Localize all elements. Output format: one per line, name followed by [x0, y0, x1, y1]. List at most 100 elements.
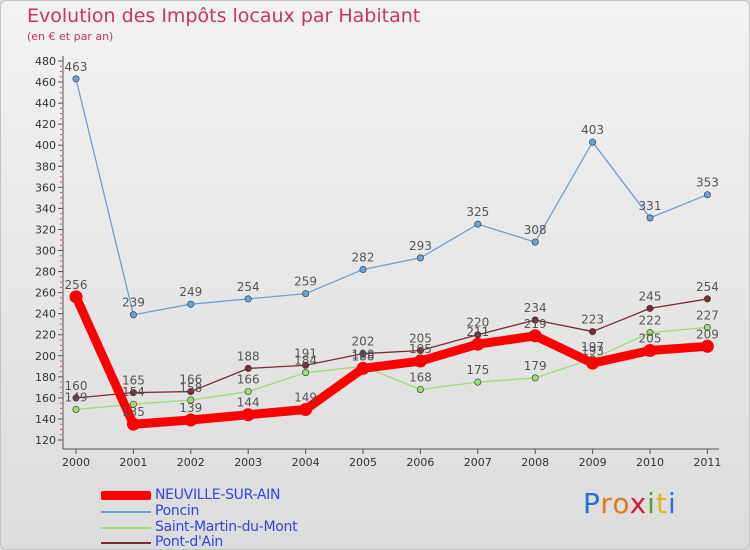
y-tick-label: 240 — [35, 308, 56, 321]
data-point-poncin[interactable] — [244, 295, 252, 303]
data-label-neuville: 256 — [65, 278, 88, 292]
data-point-saint-martin[interactable] — [244, 388, 252, 396]
data-point-neuville[interactable] — [586, 356, 600, 370]
data-point-neuville[interactable] — [643, 344, 657, 358]
data-point-neuville[interactable] — [126, 417, 140, 431]
x-tick-label: 2007 — [464, 456, 492, 469]
data-label-neuville: 219 — [524, 317, 547, 331]
data-point-saint-martin[interactable] — [302, 369, 310, 377]
data-label-saint-martin: 175 — [466, 363, 489, 377]
data-label-poncin: 254 — [237, 280, 260, 294]
data-label-neuville: 195 — [409, 342, 432, 356]
data-point-saint-martin[interactable] — [531, 374, 539, 382]
y-tick-label: 320 — [35, 223, 56, 236]
data-point-pont-d-ain[interactable] — [646, 304, 654, 312]
data-label-poncin: 331 — [639, 199, 662, 213]
y-tick-label: 300 — [35, 245, 56, 258]
data-point-pont-d-ain[interactable] — [244, 364, 252, 372]
data-label-saint-martin: 222 — [639, 314, 662, 328]
data-point-poncin[interactable] — [187, 300, 195, 308]
data-point-saint-martin[interactable] — [646, 329, 654, 337]
data-point-pont-d-ain[interactable] — [416, 347, 424, 355]
data-point-neuville[interactable] — [528, 329, 542, 343]
data-point-pont-d-ain[interactable] — [187, 388, 195, 396]
data-point-pont-d-ain[interactable] — [703, 295, 711, 303]
data-point-saint-martin[interactable] — [129, 400, 137, 408]
data-point-poncin[interactable] — [302, 290, 310, 298]
y-tick-label: 260 — [35, 287, 56, 300]
legend-swatch-poncin — [101, 511, 151, 513]
data-point-poncin[interactable] — [359, 265, 367, 273]
y-tick-label: 380 — [35, 160, 56, 173]
x-tick-label: 2011 — [693, 456, 721, 469]
series-line-neuville — [71, 292, 712, 429]
data-point-poncin[interactable] — [129, 311, 137, 319]
data-label-neuville: 209 — [696, 327, 719, 341]
legend-label-saint-martin: Saint-Martin-du-Mont — [155, 519, 298, 535]
data-point-poncin[interactable] — [416, 254, 424, 262]
data-point-neuville[interactable] — [69, 290, 83, 304]
data-point-pont-d-ain[interactable] — [72, 394, 80, 402]
x-tick-label: 2006 — [406, 456, 434, 469]
data-label-neuville: 139 — [179, 401, 202, 415]
data-point-neuville[interactable] — [471, 337, 485, 351]
data-point-neuville[interactable] — [241, 408, 255, 422]
data-label-poncin: 463 — [65, 60, 88, 74]
data-point-neuville[interactable] — [413, 354, 427, 368]
x-tick-label: 2004 — [292, 456, 320, 469]
data-point-saint-martin[interactable] — [72, 405, 80, 413]
x-tick-label: 2000 — [62, 456, 90, 469]
data-label-saint-martin: 166 — [237, 373, 260, 387]
data-label-neuville: 193 — [581, 344, 604, 358]
data-point-neuville[interactable] — [299, 402, 313, 416]
series-layer — [69, 75, 714, 431]
y-tick-label: 280 — [35, 266, 56, 279]
data-label-pont-d-ain: 254 — [696, 280, 719, 294]
x-tick-label: 2002 — [177, 456, 205, 469]
data-point-neuville[interactable] — [356, 361, 370, 375]
logo-letter: t — [655, 487, 668, 520]
data-label-saint-martin: 227 — [696, 308, 719, 322]
data-label-pont-d-ain: 220 — [466, 316, 489, 330]
data-point-pont-d-ain[interactable] — [129, 389, 137, 397]
data-point-neuville[interactable] — [700, 339, 714, 353]
data-point-pont-d-ain[interactable] — [359, 350, 367, 358]
data-label-pont-d-ain: 202 — [352, 335, 375, 349]
data-point-saint-martin[interactable] — [416, 385, 424, 393]
data-point-poncin[interactable] — [703, 191, 711, 199]
y-tick-label: 460 — [35, 76, 56, 89]
data-label-saint-martin: 168 — [409, 370, 432, 384]
x-tick-label: 2003 — [234, 456, 262, 469]
data-point-poncin[interactable] — [646, 214, 654, 222]
data-point-neuville[interactable] — [184, 413, 198, 427]
y-tick-label: 120 — [35, 434, 56, 447]
y-tick-label: 440 — [35, 97, 56, 110]
logo-letter: i — [647, 487, 656, 520]
y-tick-label: 420 — [35, 118, 56, 131]
data-point-poncin[interactable] — [474, 220, 482, 228]
y-tick-label: 400 — [35, 139, 56, 152]
logo-letter: o — [612, 487, 630, 520]
legend-label-neuville: NEUVILLE-SUR-AIN — [155, 487, 281, 503]
series-line-poncin — [75, 78, 709, 316]
data-point-poncin[interactable] — [531, 238, 539, 246]
data-label-poncin: 259 — [294, 275, 317, 289]
data-point-poncin[interactable] — [72, 75, 80, 83]
data-label-pont-d-ain: 223 — [581, 313, 604, 327]
data-point-poncin[interactable] — [589, 138, 597, 146]
data-label-poncin: 325 — [466, 205, 489, 219]
data-point-pont-d-ain[interactable] — [302, 361, 310, 369]
y-tick-label: 140 — [35, 413, 56, 426]
data-point-pont-d-ain[interactable] — [531, 316, 539, 324]
data-point-saint-martin[interactable] — [187, 396, 195, 404]
data-label-saint-martin: 158 — [179, 381, 202, 395]
data-label-saint-martin: 190 — [352, 347, 375, 361]
data-point-pont-d-ain[interactable] — [589, 328, 597, 336]
y-tick-label: 340 — [35, 202, 56, 215]
data-point-saint-martin[interactable] — [703, 323, 711, 331]
data-label-neuville: 135 — [122, 405, 145, 419]
legend-swatch-saint-martin — [101, 527, 151, 529]
data-point-saint-martin[interactable] — [474, 378, 482, 386]
